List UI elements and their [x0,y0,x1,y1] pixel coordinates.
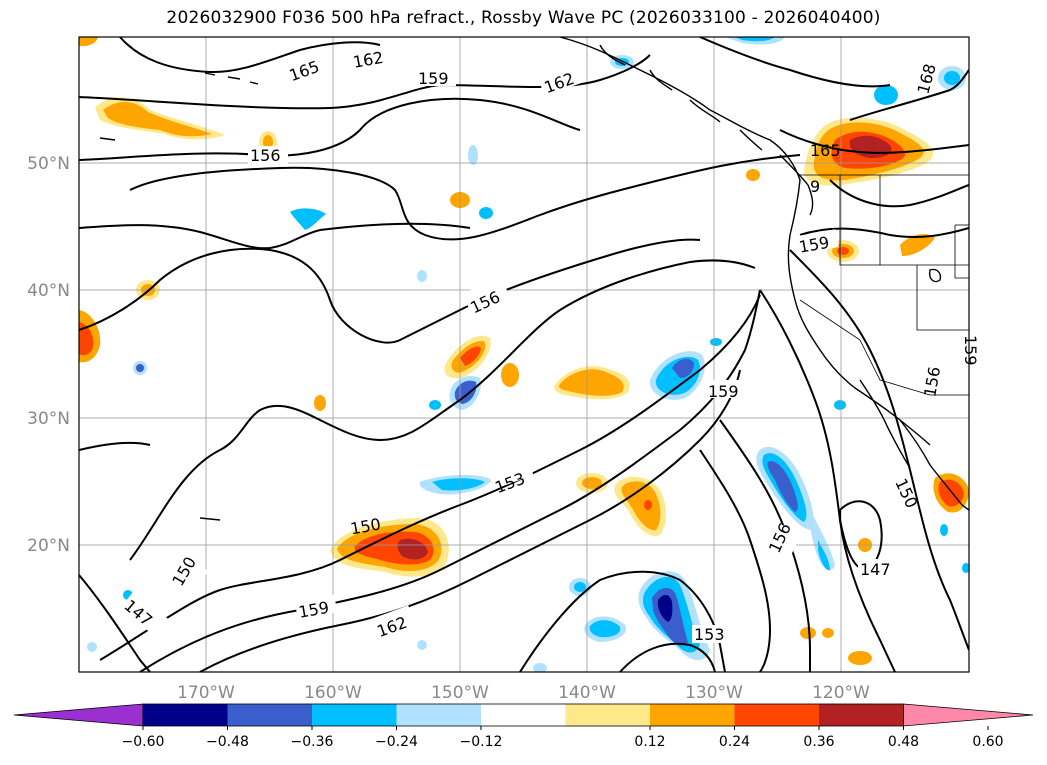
lon-label: 120°W [812,683,870,703]
colorbar: −0.60 −0.48 −0.36 −0.24 −0.12 0.12 0.24 0.36 0.4… [13,703,1034,750]
lat-label: 30°N [27,409,70,429]
borders [799,174,969,396]
lon-axis: 170°W 160°W 150°W 140°W 130°W 120°W [177,683,870,703]
contour-label: 165 [810,141,841,160]
coastlines [99,37,969,521]
lat-label: 50°N [27,154,70,174]
colorbar-tick-label: 0.60 [972,734,1003,750]
colorbar-tick-label: 0.36 [803,734,834,750]
shaded-anomalies [79,37,969,672]
lon-label: 150°W [431,683,489,703]
colorbar-cell [396,704,482,726]
contour-label: 147 [860,560,891,579]
lon-label: 130°W [685,683,743,703]
colorbar-tick-label: 0.24 [719,734,750,750]
colorbar-cell [312,704,397,726]
map-frame [78,36,970,673]
lon-label: 160°W [304,683,362,703]
contour-label: 159 [418,69,449,88]
colorbar-tick-label: 0.48 [888,734,919,750]
contour-label: 156 [250,146,281,165]
map-title: 2026032900 F036 500 hPa refract., Rossby… [166,8,881,28]
lon-label: 170°W [177,683,235,703]
contour-lines [79,37,969,672]
contour-label: 9 [810,177,820,196]
colorbar-cell [650,704,735,726]
colorbar-extend-max [903,703,1034,727]
colorbar-extend-min [13,703,144,727]
lon-label: 140°W [558,683,616,703]
colorbar-cell [481,704,566,726]
contour-label: 153 [694,625,725,644]
colorbar-cell [819,704,904,726]
colorbar-tick-label: −0.24 [375,734,418,750]
colorbar-cell [143,704,228,726]
contour-label: 159 [708,382,739,401]
colorbar-tick-label: 0.12 [634,734,665,750]
colorbar-tick-label: −0.60 [122,734,165,750]
colorbar-tick-label: −0.12 [460,734,503,750]
colorbar-tick-label: −0.48 [206,734,249,750]
colorbar-cell [565,704,651,726]
lat-label: 20°N [27,536,70,556]
contour-label: 159 [961,335,980,366]
colorbar-tick-label: −0.36 [291,734,334,750]
colorbar-cell [227,704,313,726]
lat-label: 40°N [27,281,70,301]
lat-axis: 50°N 40°N 30°N 20°N [27,154,70,556]
colorbar-cell [734,704,820,726]
colorbar-frame [142,703,904,727]
